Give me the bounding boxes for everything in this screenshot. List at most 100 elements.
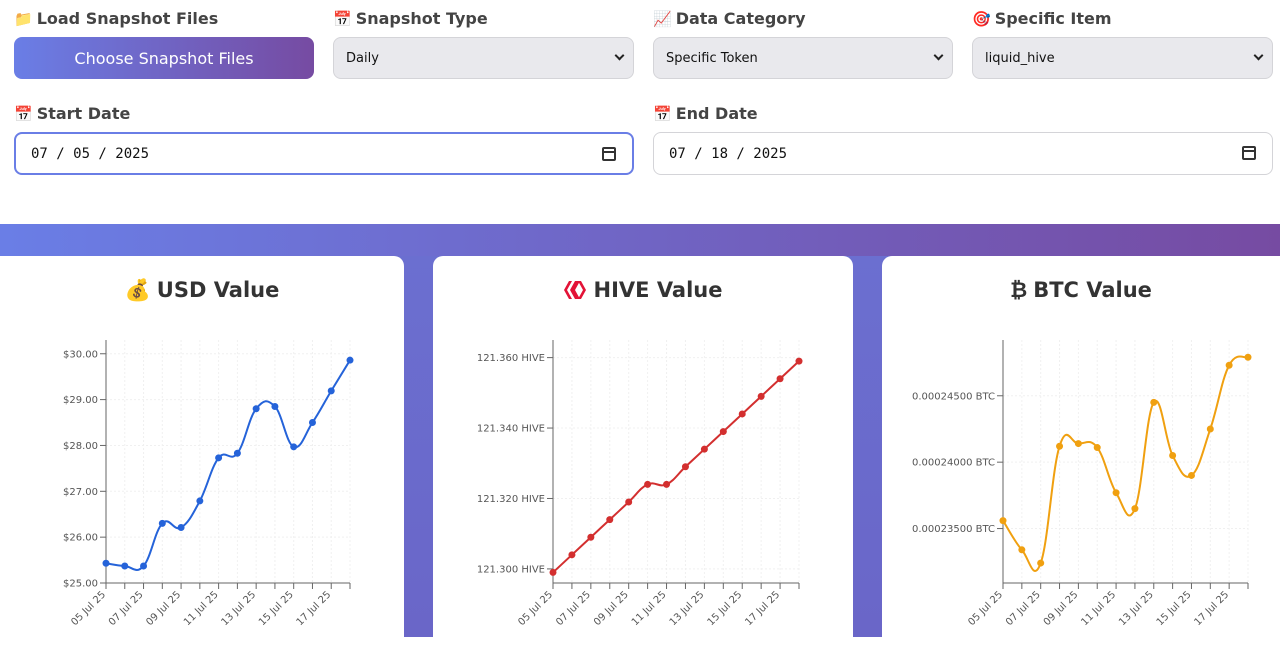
hive-data-point	[700, 445, 708, 453]
usd-chart-title: 💰 USD Value	[124, 278, 280, 302]
x-tick-label: 17 Jul 25	[295, 589, 334, 628]
usd-data-point	[290, 443, 298, 451]
x-tick-label: 13 Jul 25	[219, 589, 258, 628]
x-tick-label: 11 Jul 25	[630, 589, 669, 628]
usd-data-point	[233, 449, 241, 457]
load-files-label: 📁 Load Snapshot Files	[14, 9, 219, 28]
controls-panel: 📁 Load Snapshot Files Choose Snapshot Fil…	[0, 0, 1280, 224]
usd-data-point	[121, 562, 129, 570]
usd-data-point	[102, 559, 110, 567]
x-tick-label: 15 Jul 25	[1155, 589, 1194, 628]
choose-files-button[interactable]: Choose Snapshot Files	[14, 37, 314, 79]
specific-item-value: liquid_hive	[985, 50, 1055, 66]
btc-data-point	[1244, 353, 1252, 361]
end-date-value: 07 / 18 / 2025	[669, 145, 788, 162]
x-tick-label: 07 Jul 25	[1004, 589, 1043, 628]
usd-data-point	[196, 497, 204, 505]
btc-chart: 0.00023500 BTC 0.00024000 BTC 0.00024500 B…	[912, 340, 1252, 628]
data-category-value: Specific Token	[666, 50, 758, 66]
specific-item-control: 🎯 Specific Item	[972, 8, 1112, 30]
usd-data-point	[215, 454, 223, 462]
load-files-control: 📁 Load Snapshot Files	[14, 8, 218, 30]
hive-data-point	[606, 516, 614, 524]
usd-chart: $25.00 $26.00 $27.00 $28.00 $29.00 $30.00 05 J…	[63, 340, 354, 628]
x-tick-label: 07 Jul 25	[554, 589, 593, 628]
btc-data-point	[1225, 361, 1233, 369]
x-tick-label: 15 Jul 25	[257, 589, 296, 628]
data-category-select[interactable]: Specific Token	[653, 37, 953, 79]
x-tick-label: 17 Jul 25	[743, 589, 782, 628]
y-tick-label: $29.00	[63, 395, 98, 406]
usd-chart-card: 💰 USD Value $25.00 $26.00 $27.00 $28.00 $29.0…	[0, 256, 404, 656]
target-icon: 🎯	[972, 10, 991, 28]
hive-chart: 121.300 HIVE 121.320 HIVE 121.340 HIVE 121.…	[477, 340, 803, 628]
btc-chart-card: ₿ BTC Value 0.00023500 BTC 0.00024000 BTC 0…	[882, 256, 1280, 656]
usd-data-point	[271, 402, 279, 410]
usd-data-point	[346, 356, 354, 364]
calendar-icon: 📅	[653, 105, 672, 123]
usd-data-point	[158, 519, 166, 527]
btc-data-point	[1169, 452, 1177, 460]
hive-data-point	[757, 392, 765, 400]
y-tick-label: $25.00	[63, 579, 98, 590]
btc-data-point	[1112, 489, 1120, 497]
x-tick-label: 09 Jul 25	[144, 589, 183, 628]
chevron-down-icon	[1253, 50, 1264, 61]
chevron-down-icon	[614, 50, 625, 61]
specific-item-select[interactable]: liquid_hive	[972, 37, 1273, 79]
x-tick-label: 05 Jul 25	[69, 589, 108, 628]
y-tick-label: 0.00024500 BTC	[912, 391, 995, 402]
start-date-control: 📅 Start Date	[14, 103, 130, 125]
hive-data-point	[663, 480, 671, 488]
usd-data-point	[327, 387, 335, 395]
end-date-control: 📅 End Date	[653, 103, 758, 125]
data-category-label: 📈 Data Category	[653, 9, 806, 28]
hive-chart-card: HIVE Value 121.300 HIVE 121.320 HIVE 121.3…	[433, 256, 853, 656]
specific-item-label: 🎯 Specific Item	[972, 9, 1112, 28]
btc-data-point	[1206, 425, 1214, 433]
y-tick-label: $28.00	[63, 441, 98, 452]
x-tick-label: 13 Jul 25	[1117, 589, 1156, 628]
y-tick-label: $27.00	[63, 487, 98, 498]
btc-data-point	[1093, 444, 1101, 452]
x-tick-label: 09 Jul 25	[1042, 589, 1081, 628]
btc-data-point	[1018, 546, 1026, 554]
calendar-picker-icon[interactable]	[602, 147, 616, 161]
btc-data-point	[1187, 471, 1195, 479]
hive-data-point	[644, 480, 652, 488]
y-tick-label: 0.00024000 BTC	[912, 458, 995, 469]
y-tick-label: 121.300 HIVE	[477, 564, 545, 575]
start-date-input[interactable]: 07 / 05 / 2025	[14, 132, 634, 175]
y-tick-label: $26.00	[63, 533, 98, 544]
snapshot-type-value: Daily	[346, 50, 379, 66]
hive-series-line	[552, 360, 800, 574]
btc-data-point	[1150, 398, 1158, 406]
x-tick-label: 17 Jul 25	[1192, 589, 1231, 628]
hive-data-point	[681, 463, 689, 471]
calendar-picker-icon[interactable]	[1242, 146, 1256, 160]
snapshot-type-label: 📅 Snapshot Type	[333, 9, 488, 28]
hive-chart-title: HIVE Value	[433, 276, 853, 304]
btc-series-line	[1002, 355, 1249, 572]
bitcoin-icon: ₿	[1010, 278, 1028, 302]
snapshot-type-select[interactable]: Daily	[333, 37, 634, 79]
start-date-value: 07 / 05 / 2025	[31, 145, 150, 162]
hive-data-point	[738, 410, 746, 418]
btc-data-point	[1131, 505, 1139, 513]
money-bag-icon: 💰	[124, 278, 151, 302]
y-tick-label: 121.320 HIVE	[477, 494, 545, 505]
x-tick-label: 11 Jul 25	[182, 589, 221, 628]
btc-data-point	[1056, 442, 1064, 450]
btc-data-point	[999, 517, 1007, 525]
end-date-input[interactable]: 07 / 18 / 2025	[653, 132, 1273, 175]
hive-data-point	[795, 357, 803, 365]
chart-increasing-icon: 📈	[653, 10, 672, 28]
hive-logo-icon	[563, 281, 586, 299]
y-tick-label: 121.340 HIVE	[477, 424, 545, 435]
y-tick-label: 121.360 HIVE	[477, 353, 545, 364]
hive-data-point	[719, 428, 727, 436]
snapshot-type-control: 📅 Snapshot Type	[333, 8, 488, 30]
calendar-icon: 📅	[14, 105, 33, 123]
x-tick-label: 11 Jul 25	[1079, 589, 1118, 628]
usd-series-line	[105, 359, 351, 571]
